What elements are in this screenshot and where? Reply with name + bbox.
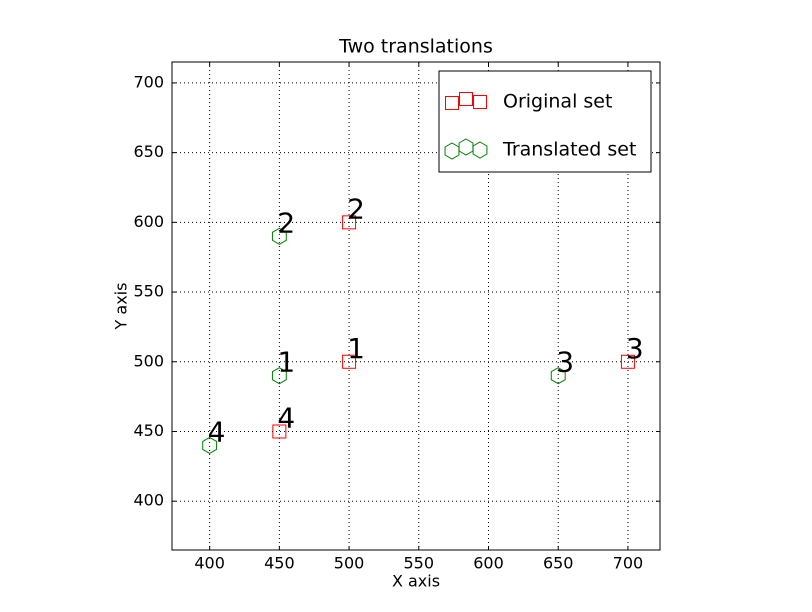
point xyxy=(271,367,287,385)
legend-marker xyxy=(445,96,459,110)
point xyxy=(620,354,635,369)
point-label: 2 xyxy=(347,192,365,225)
point xyxy=(342,215,357,230)
y-tick-label: 700 xyxy=(133,72,164,91)
legend-marker xyxy=(458,138,474,156)
legend-label: Original set xyxy=(503,91,612,113)
x-tick-label: 650 xyxy=(543,554,574,573)
legend-marker xyxy=(459,92,473,106)
y-tick-label: 450 xyxy=(133,421,164,440)
point-label: 3 xyxy=(556,346,574,379)
x-axis-label: X axis xyxy=(392,572,440,591)
point-label: 4 xyxy=(208,415,226,448)
point xyxy=(272,424,287,439)
legend-marker xyxy=(472,141,488,159)
x-tick-label: 500 xyxy=(334,554,365,573)
point-label: 3 xyxy=(626,332,644,365)
y-tick-label: 550 xyxy=(133,282,164,301)
y-axis-label: Y axis xyxy=(112,283,131,331)
legend-marker xyxy=(473,95,487,109)
point-label: 4 xyxy=(277,401,295,434)
plot-frame xyxy=(171,61,661,551)
x-tick-label: 400 xyxy=(194,554,225,573)
y-tick-label: 500 xyxy=(133,351,164,370)
y-tick-label: 400 xyxy=(133,491,164,510)
x-tick-label: 450 xyxy=(264,554,295,573)
point xyxy=(271,227,287,245)
x-tick-label: 700 xyxy=(613,554,644,573)
point-label: 1 xyxy=(277,346,295,379)
y-tick-label: 600 xyxy=(133,212,164,231)
y-tick-label: 650 xyxy=(133,142,164,161)
point xyxy=(550,367,566,385)
chart-title: Two translations xyxy=(338,36,493,58)
point-label: 1 xyxy=(347,332,365,365)
legend-label: Translated set xyxy=(502,139,636,161)
point xyxy=(342,354,357,369)
point xyxy=(202,436,218,455)
x-tick-label: 600 xyxy=(473,554,504,573)
point-label: 2 xyxy=(277,206,295,239)
x-tick-label: 550 xyxy=(404,554,435,573)
